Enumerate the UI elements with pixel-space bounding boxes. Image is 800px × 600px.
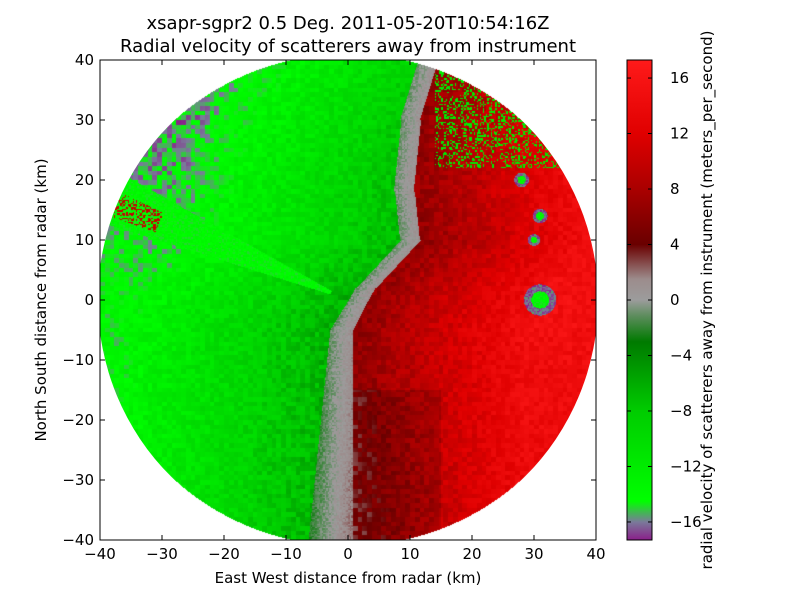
x-tick-label: −40 [84,545,116,563]
colorbar-tick-label: −12 [670,457,702,475]
colorbar-tick-label: −16 [670,513,702,531]
y-tick-label: −40 [62,531,94,549]
y-tick-label: 40 [75,51,94,69]
x-tick-label: −20 [208,545,240,563]
plot-area: −40 −30 −20 −10 0 10 20 30 40 −40 −30 −20 −10 0 10 20 3… [62,51,605,563]
y-tick-label: 30 [75,111,94,129]
colorbar-tick-label: 4 [670,236,680,254]
colorbar-tick-label: −8 [670,402,692,420]
y-tick-label: −30 [62,471,94,489]
y-tick-label: −20 [62,411,94,429]
y-tick-label: 20 [75,171,94,189]
velocity-field [100,60,596,540]
x-tick-label: 40 [586,545,605,563]
x-tick-label: −30 [146,545,178,563]
y-tick-label: 10 [75,231,94,249]
colorbar-tick-label: 0 [670,291,680,309]
y-tick-label: −10 [62,351,94,369]
colorbar: −16 −12 −8 −4 0 4 8 12 16 radial velocity of sca… [626,31,717,570]
y-axis-label: North South distance from radar (km) [32,158,50,441]
colorbar-label: radial velocity of scatterers away from … [698,31,717,570]
x-tick-label: 0 [343,545,353,563]
x-axis-label: East West distance from radar (km) [215,569,482,587]
x-tick-label: −10 [270,545,302,563]
chart-title-line-1: xsapr-sgpr2 0.5 Deg. 2011-05-20T10:54:16… [147,13,550,34]
chart-title-line-2: Radial velocity of scatterers away from … [120,36,576,57]
velocity-field-image [100,60,596,540]
colorbar-tick-label: 16 [670,69,689,87]
colorbar-tick-label: 8 [670,180,680,198]
colorbar-tick-label: 12 [670,125,689,143]
y-tick-label: 0 [84,291,94,309]
x-tick-label: 10 [400,545,419,563]
x-axis-ticks: −40 −30 −20 −10 0 10 20 30 40 [84,60,606,563]
y-axis-ticks: −40 −30 −20 −10 0 10 20 30 40 [62,51,596,549]
colorbar-tick-label: −4 [670,346,692,364]
colorbar-gradient [627,60,652,540]
x-tick-label: 20 [462,545,481,563]
x-tick-label: 30 [524,545,543,563]
colorbar-ticks: −16 −12 −8 −4 0 4 8 12 16 [627,69,702,531]
